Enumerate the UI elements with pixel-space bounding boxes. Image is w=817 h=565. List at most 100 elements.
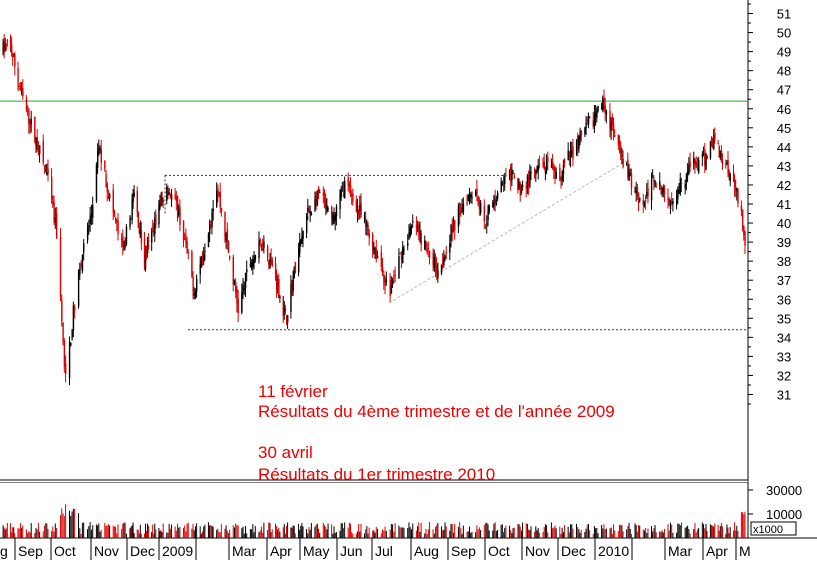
x-tick-label: Apr — [706, 543, 728, 559]
candle-body — [467, 195, 470, 202]
candle-body — [200, 256, 203, 266]
candle-body — [610, 121, 612, 131]
candle-body — [744, 231, 746, 246]
volume-tick-label: 10000 — [766, 507, 802, 522]
y-tick-label: 38 — [777, 254, 791, 269]
candle-body — [246, 269, 248, 273]
candle-body — [113, 210, 116, 217]
candle-body — [695, 161, 697, 166]
candle-body — [639, 197, 641, 201]
candle-body — [630, 173, 633, 189]
candle-body — [634, 191, 636, 193]
candle-body — [274, 263, 277, 273]
candle-body — [727, 160, 729, 174]
candle-body — [115, 219, 117, 222]
candle-body — [285, 315, 288, 320]
x-tick-label: g — [0, 543, 8, 559]
candle-body — [428, 251, 431, 258]
candle-body — [192, 276, 194, 292]
candle-body — [253, 256, 255, 264]
candle-body — [98, 147, 100, 151]
candle-body — [589, 116, 591, 118]
candle-body — [645, 200, 647, 202]
candle-body — [685, 174, 688, 183]
y-tick-label: 51 — [777, 7, 791, 22]
candle-body — [39, 145, 41, 154]
candle-body — [677, 189, 679, 199]
candle-body — [51, 176, 53, 201]
candle-body — [643, 203, 646, 205]
candle-body — [368, 232, 370, 238]
candle-body — [308, 210, 310, 212]
candle-body — [185, 234, 187, 243]
candle-body — [732, 172, 735, 179]
candle-body — [300, 239, 302, 244]
candle-body — [269, 258, 271, 268]
candle-body — [19, 87, 22, 89]
candle-body — [43, 165, 46, 167]
candle-body — [154, 217, 156, 234]
candle-body — [444, 256, 446, 259]
candle-body — [199, 264, 201, 275]
y-tick-label: 46 — [777, 102, 791, 117]
candle-body — [283, 307, 286, 313]
candle-body — [554, 168, 556, 178]
candle-body — [609, 110, 611, 129]
candle-body — [394, 275, 396, 277]
candle-body — [90, 213, 93, 216]
candle-body — [487, 211, 489, 221]
candle-body — [116, 220, 118, 223]
candle-body — [298, 248, 300, 273]
candle-body — [155, 214, 157, 225]
candle-body — [217, 188, 219, 193]
candle-body — [147, 240, 150, 242]
candle-body — [182, 220, 185, 241]
volume-tick-label: 30000 — [766, 483, 802, 498]
candle-body — [698, 159, 700, 173]
candle-body — [186, 241, 188, 254]
candle-body — [476, 188, 478, 194]
candle-body — [678, 191, 680, 193]
candle-body — [450, 224, 452, 241]
candle-body — [166, 186, 168, 201]
candle-body — [561, 171, 563, 180]
candle-body — [500, 181, 502, 193]
candle-body — [42, 140, 44, 163]
candle-body — [252, 259, 254, 268]
candle-body — [293, 266, 295, 279]
candle-body — [702, 153, 705, 155]
candle-body — [88, 225, 90, 228]
x-tick-label: Oct — [54, 543, 76, 559]
y-tick-label: 42 — [777, 178, 791, 193]
x-tick-label: Nov — [94, 543, 119, 559]
candle-body — [243, 288, 246, 290]
candle-body — [620, 145, 622, 154]
candle-body — [653, 178, 655, 182]
y-tick-label: 44 — [777, 140, 791, 155]
candle-body — [543, 161, 545, 169]
candle-body — [510, 167, 512, 182]
candle-body — [158, 204, 160, 225]
candle-body — [493, 196, 495, 206]
candle-body — [526, 176, 529, 189]
candle-body — [646, 191, 648, 197]
candle-body — [348, 184, 351, 187]
candle-body — [559, 167, 561, 181]
x-tick-label: Mar — [668, 543, 692, 559]
candle-body — [449, 243, 451, 253]
candle-body — [410, 225, 413, 227]
candle-body — [687, 171, 689, 174]
x-tick-label: Jul — [375, 543, 393, 559]
candle-body — [517, 178, 519, 190]
x-tick-label: May — [303, 543, 329, 559]
candle-body — [478, 201, 481, 210]
candle-body — [29, 122, 31, 129]
candle-body — [359, 204, 361, 212]
candle-body — [602, 98, 604, 110]
x-tick-label: 2010 — [598, 543, 629, 559]
candle-body — [209, 224, 211, 235]
candle-body — [484, 225, 487, 227]
candle-body — [249, 263, 252, 267]
y-tick-label: 37 — [777, 273, 791, 288]
